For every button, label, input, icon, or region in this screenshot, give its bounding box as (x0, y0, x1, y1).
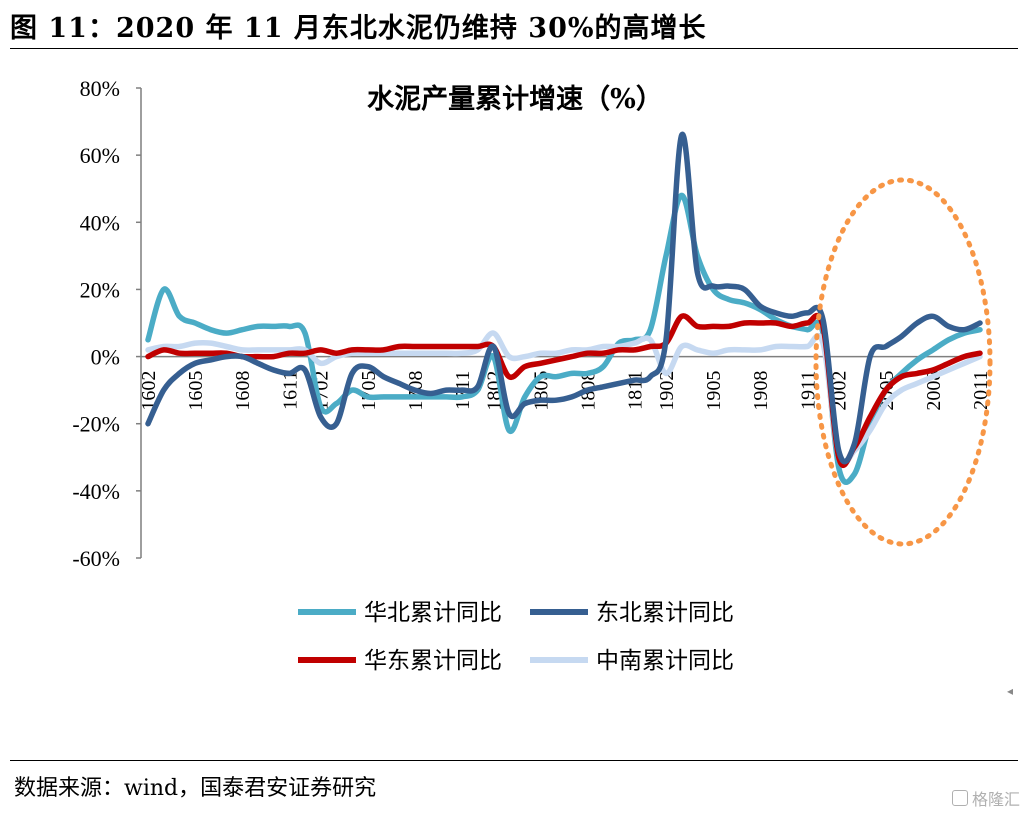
top-divider (10, 48, 1018, 49)
y-tick-label: -60% (72, 546, 120, 571)
x-tick-label: 1608 (232, 371, 254, 411)
series-line-1 (145, 131, 983, 465)
y-axis: 80% 60% 40% 20% 0% -20% -40% -60% (72, 76, 142, 571)
x-tick-label: 1611 (279, 371, 301, 410)
data-source: 数据来源：wind，国泰君安证券研究 (14, 776, 377, 801)
x-tick-label: 1705 (358, 371, 380, 411)
scroll-arrow-icon[interactable]: ◂ (1007, 684, 1014, 698)
x-tick-label: 1911 (797, 371, 819, 410)
x-tick-label: 1908 (750, 371, 772, 411)
watermark-logo-icon (951, 790, 968, 806)
chart-title: 水泥产量累计增速（%） (367, 83, 663, 115)
x-tick-label: 1905 (703, 371, 725, 411)
x-tick-label: 1902 (656, 371, 678, 411)
x-tick-label: 1811 (625, 371, 647, 410)
y-tick-label: -40% (72, 479, 120, 504)
y-tick-label: 60% (80, 143, 120, 168)
cement-output-chart: 水泥产量累计增速（%） 80% 60% 40% 20% 0% -20% -40% -60% 1… (72, 76, 993, 674)
bottom-divider (10, 760, 1018, 761)
legend-label: 中南累计同比 (596, 648, 734, 674)
x-tick-label: 1602 (138, 371, 160, 411)
y-tick-label: 20% (80, 277, 120, 302)
y-tick-label: 0% (91, 345, 120, 370)
series-lines (145, 131, 983, 486)
y-tick-label: -20% (72, 412, 120, 437)
legend-label: 华北累计同比 (364, 600, 502, 626)
x-tick-label: 1605 (185, 371, 207, 411)
y-tick-label: 40% (80, 210, 120, 235)
figure-title: 图 11：2020 年 11 月东北水泥仍维持 30%的高增长 (10, 13, 707, 44)
legend-label: 东北累计同比 (596, 600, 734, 626)
legend-label: 华东累计同比 (364, 648, 502, 674)
y-tick-label: 80% (80, 76, 120, 101)
watermark: 格隆汇 (951, 786, 1020, 810)
watermark-text: 格隆汇 (971, 790, 1020, 809)
highlight-ellipse (813, 177, 993, 547)
series-line-0 (145, 192, 983, 486)
